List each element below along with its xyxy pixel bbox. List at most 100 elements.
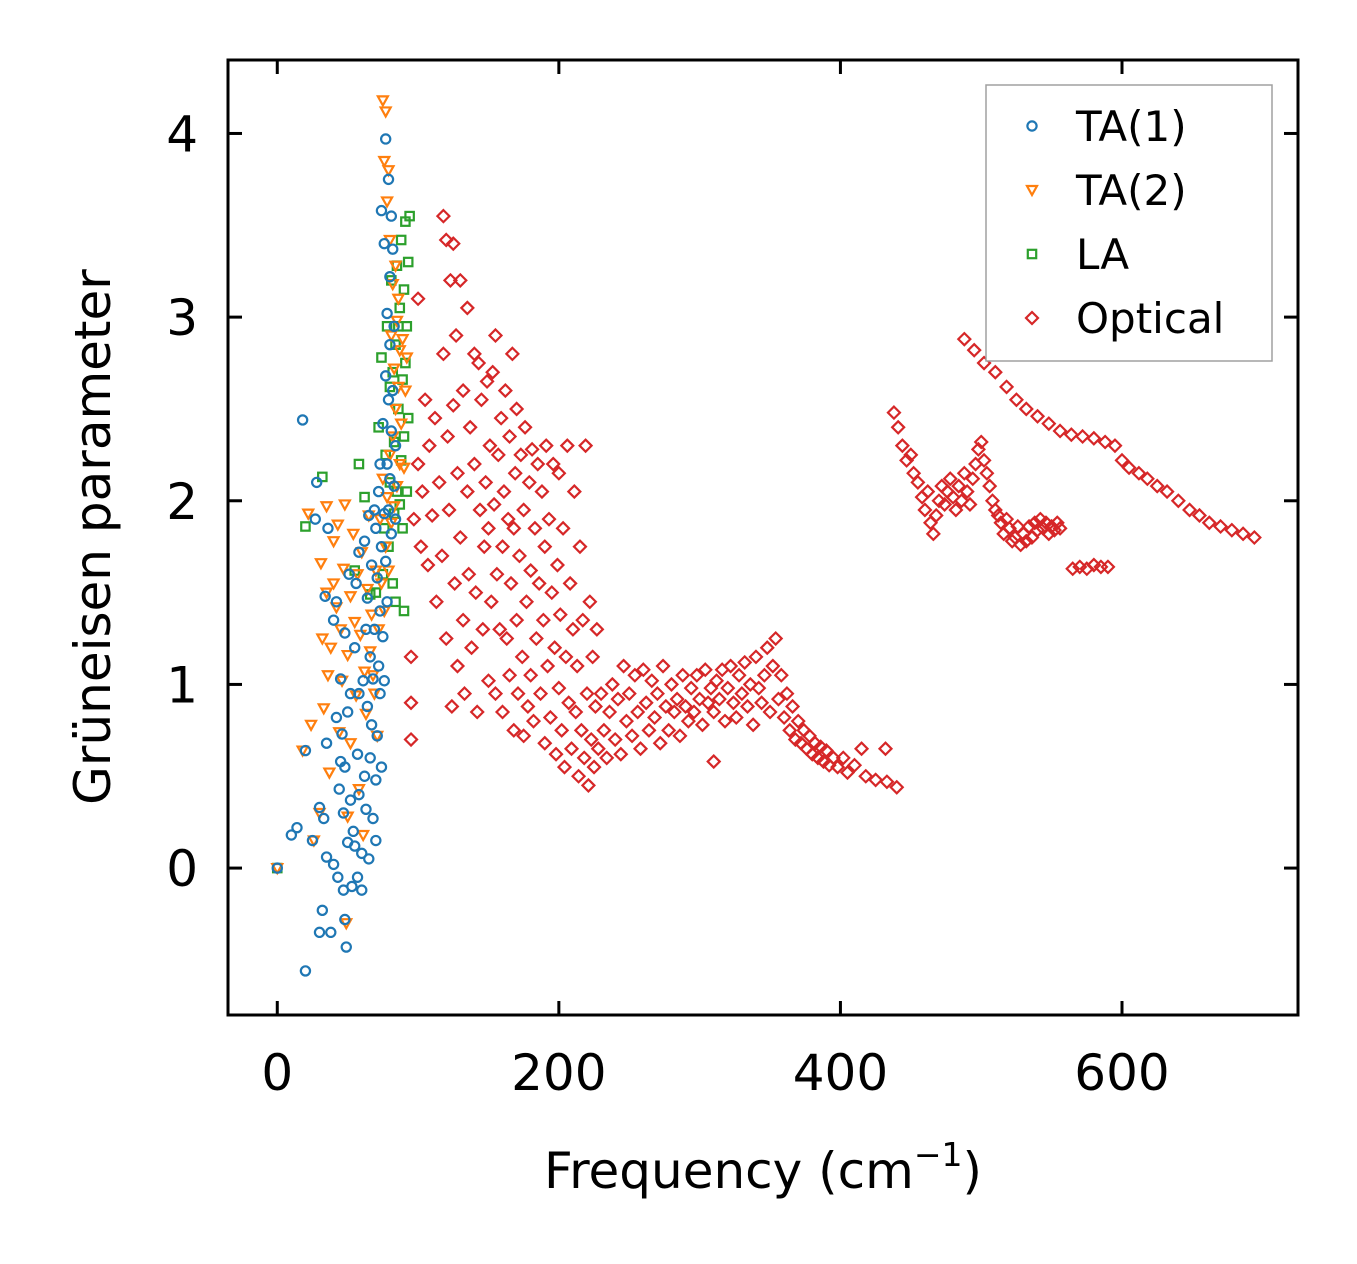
data-point [309,513,321,525]
data-point [455,383,471,399]
data-point [554,722,570,738]
data-point [627,667,643,683]
data-point [925,526,941,542]
data-point [1041,416,1057,432]
data-point [1114,452,1130,468]
data-point [384,338,396,351]
data-point [448,327,464,344]
data-point [734,686,750,702]
data-point [613,746,629,762]
data-point [1021,518,1037,535]
data-point [363,853,375,865]
data-point [377,417,389,430]
data-point [397,523,408,534]
data-point [487,327,504,344]
data-point [582,594,598,610]
data-point [371,624,386,637]
data-point [301,508,316,521]
x-tick-label: 200 [511,1044,606,1102]
data-point [561,695,577,711]
data-point [569,658,585,674]
data-point [461,566,477,582]
data-point [920,484,936,500]
data-point [962,496,978,512]
data-point [330,711,343,724]
data-point [313,801,326,814]
data-point [1107,438,1123,454]
data-point [372,485,385,498]
data-point [449,658,466,674]
data-point [503,575,519,591]
data-point [518,594,535,610]
data-point [399,352,414,365]
y-tick-label: 1 [166,656,198,714]
data-point [494,704,511,720]
data-point [976,452,992,468]
data-point [385,425,398,437]
data-point [489,566,505,582]
data-point [401,486,413,497]
data-point [630,704,646,720]
data-point [370,587,382,598]
data-point [472,502,488,518]
data-point [694,717,711,733]
data-point [601,704,618,720]
data-point [385,528,398,540]
data-point [889,779,905,795]
data-point [535,612,551,628]
data-point [358,535,371,547]
data-point [381,165,396,178]
data-point [435,208,451,224]
data-point [499,630,515,647]
data-point [542,709,558,726]
data-point [337,807,350,819]
data-point [511,548,527,564]
data-point [469,704,485,720]
data-point [459,300,475,316]
data-point [492,621,508,637]
data-point [858,768,874,784]
data-point [381,596,393,608]
data-point [349,840,361,852]
data-point [379,133,392,145]
legend-label: TA(2) [1075,166,1187,215]
data-point [374,687,386,700]
x-axis-label-main: Frequency (cm [544,1142,914,1200]
data-point [649,686,665,702]
data-point [1027,515,1043,531]
data-point [322,522,334,535]
data-point [299,744,312,757]
data-point [987,502,1003,518]
data-point [585,649,601,665]
data-point [993,515,1009,531]
data-point [444,698,460,715]
data-point [364,609,379,622]
data-point [593,686,609,702]
data-point [316,703,331,716]
data-point [310,476,323,489]
x-tick-label: 600 [1074,1044,1169,1102]
data-point [748,649,764,665]
data-point [404,210,415,222]
y-tick-label: 2 [166,473,198,531]
data-point [336,728,348,740]
data-point [1182,502,1198,518]
data-point [776,709,792,726]
data-point [706,754,722,770]
data-point [1008,392,1024,408]
data-point [438,630,454,647]
data-point [1213,518,1229,535]
data-point [351,871,364,883]
data-point [790,713,806,729]
data-point [517,419,533,435]
data-point [378,675,390,687]
data-point [663,676,680,692]
data-point [468,585,484,601]
data-point [382,394,395,406]
data-point [375,761,388,773]
series-ta-1 [271,133,402,977]
data-point [587,698,604,715]
data-point [353,629,368,643]
data-point [347,616,362,630]
data-point [886,405,902,421]
